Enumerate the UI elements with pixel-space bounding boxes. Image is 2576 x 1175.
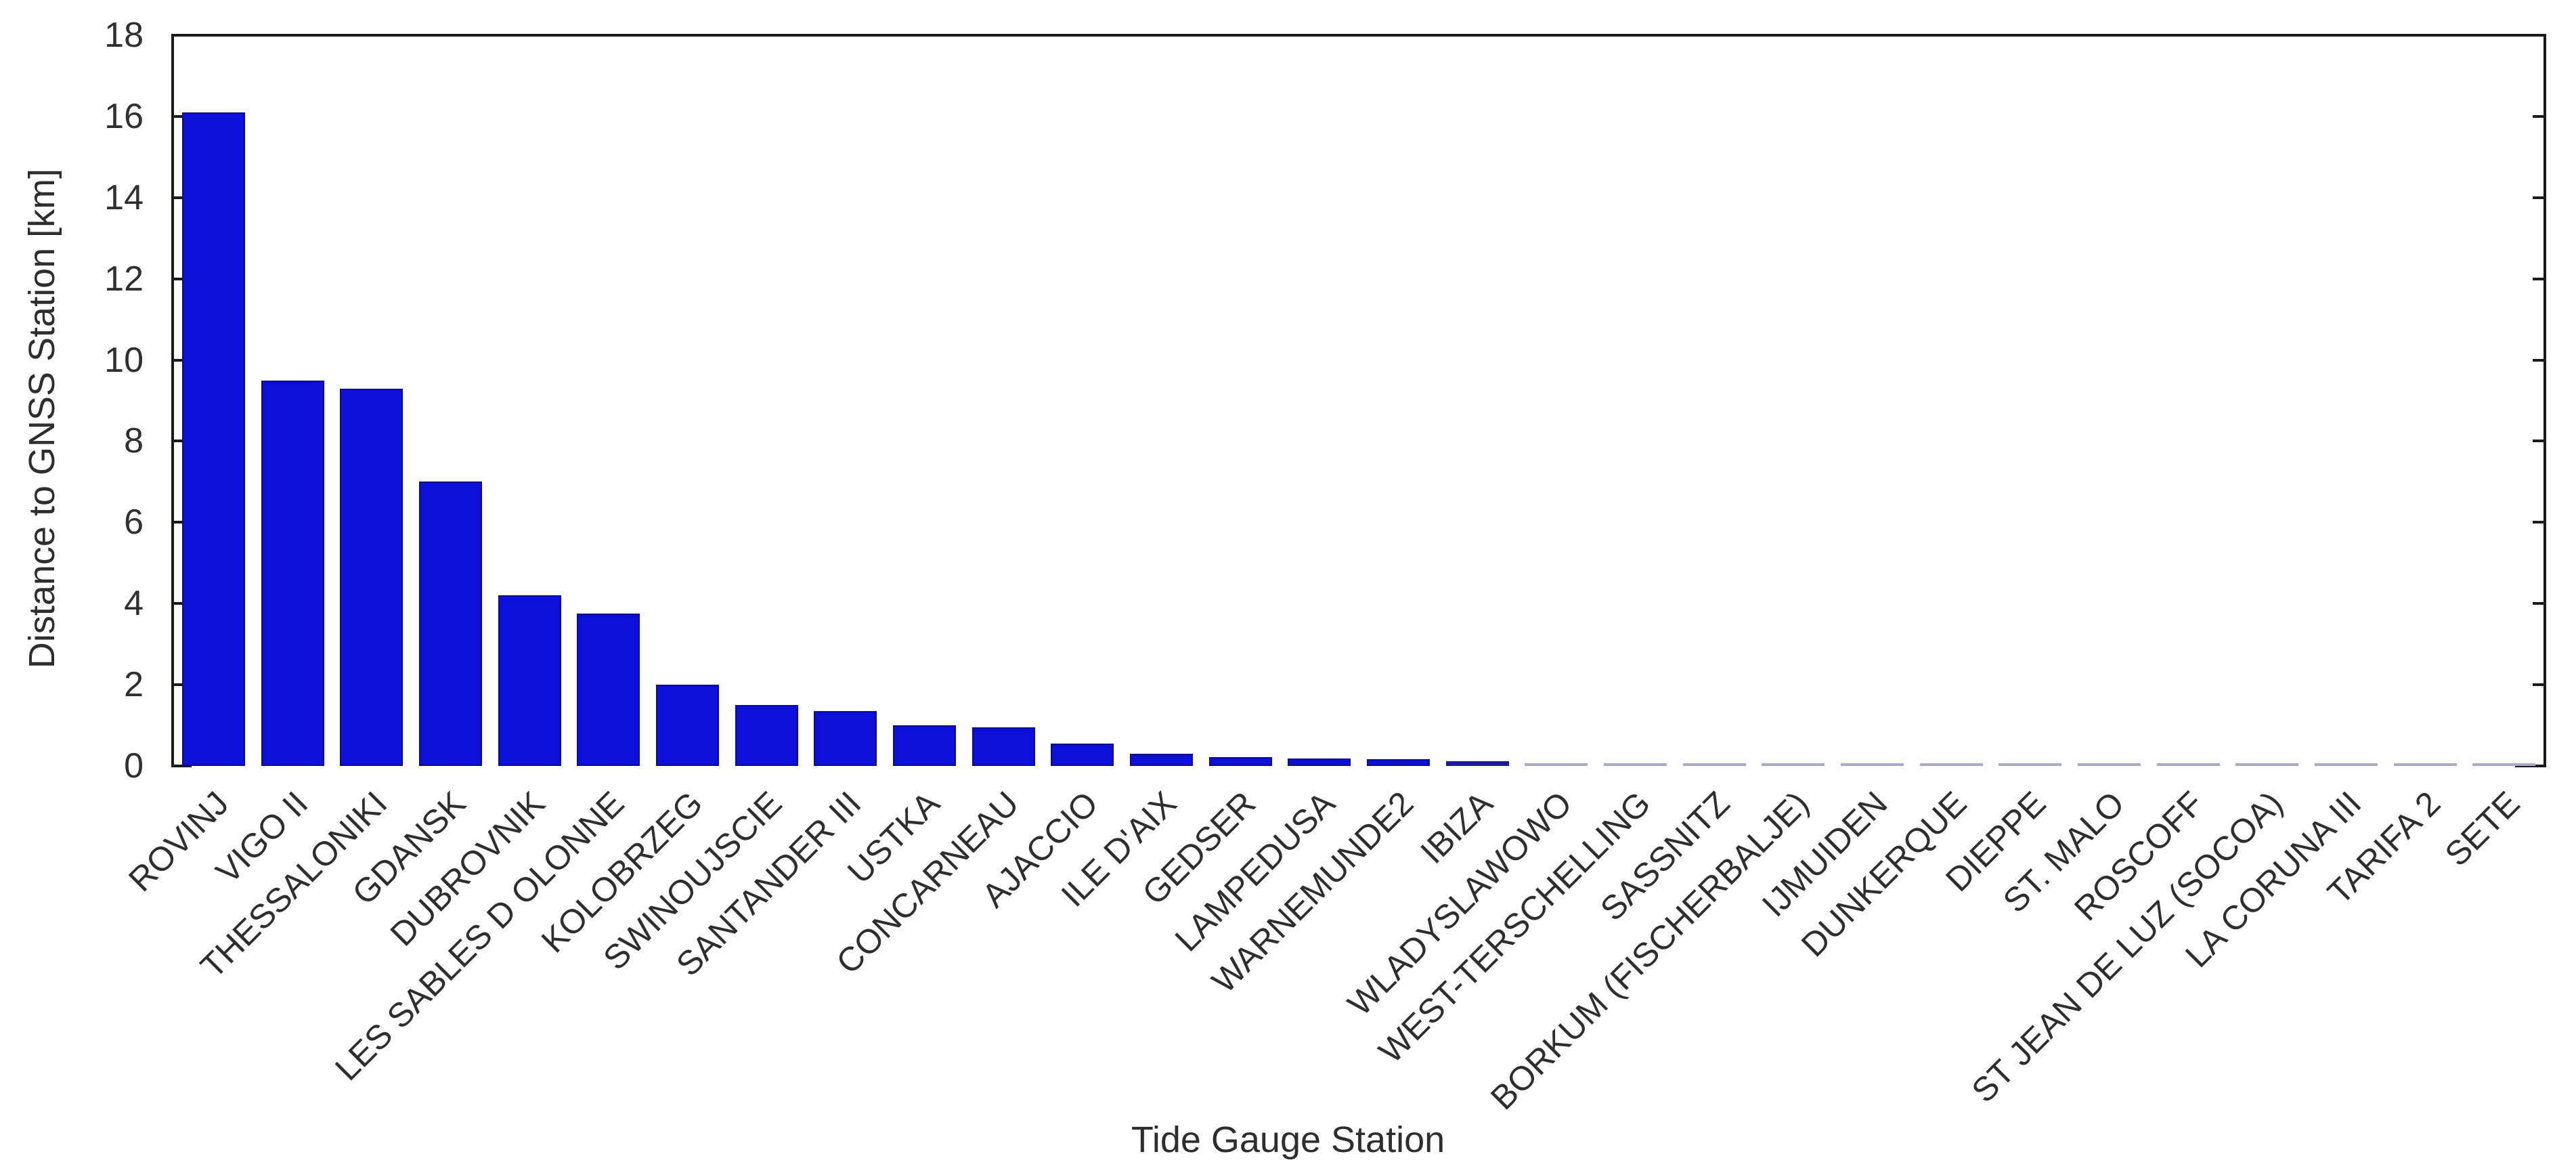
y-tick-mark-left-12 xyxy=(174,277,185,280)
y-tick-label-2: 2 xyxy=(124,665,144,705)
y-tick-label-0: 0 xyxy=(124,746,144,786)
y-tick-mark-left-10 xyxy=(174,358,185,362)
y-tick-mark-right-18 xyxy=(2533,34,2544,37)
bar-santander-iii xyxy=(814,711,877,766)
bar-st-malo xyxy=(2077,763,2141,766)
y-tick-mark-right-12 xyxy=(2533,277,2544,280)
bar-sete xyxy=(2472,763,2536,766)
bar-swinoujscie xyxy=(735,705,798,766)
y-tick-mark-right-14 xyxy=(2533,196,2544,199)
y-tick-mark-right-6 xyxy=(2533,521,2544,524)
y-tick-label-10: 10 xyxy=(104,340,144,380)
y-tick-mark-right-0 xyxy=(2533,765,2544,767)
bar-concarneau xyxy=(972,727,1035,766)
y-tick-label-12: 12 xyxy=(104,259,144,299)
bar-dunkerque xyxy=(1919,763,1983,766)
bar-sassnitz xyxy=(1682,763,1746,766)
bar-ijmuiden xyxy=(1840,763,1904,766)
y-tick-mark-left-6 xyxy=(174,521,185,524)
bar-borkum-fischerbalje xyxy=(1762,763,1825,766)
bar-thessaloniki xyxy=(340,388,403,766)
y-tick-mark-right-16 xyxy=(2533,114,2544,118)
x-axis-title: Tide Gauge Station xyxy=(1131,1119,1445,1160)
y-tick-mark-left-18 xyxy=(174,34,185,37)
bar-ajaccio xyxy=(1051,744,1114,766)
bar-ile-d-aix xyxy=(1129,754,1193,766)
bar-roscoff xyxy=(2156,763,2220,766)
bar-lampedusa xyxy=(1288,759,1351,766)
plot-frame xyxy=(171,34,2546,766)
y-tick-mark-right-2 xyxy=(2533,683,2544,687)
y-tick-mark-left-4 xyxy=(174,602,185,605)
y-tick-mark-left-14 xyxy=(174,196,185,199)
bar-les-sables-d-olonne xyxy=(577,614,640,766)
bar-dieppe xyxy=(1999,763,2062,766)
bar-ustka xyxy=(892,725,956,766)
y-axis-title: Distance to GNSS Station [km] xyxy=(22,168,62,669)
bar-tarifa-2 xyxy=(2393,763,2457,766)
y-tick-label-16: 16 xyxy=(104,96,144,136)
y-tick-mark-right-8 xyxy=(2533,440,2544,443)
y-tick-mark-right-4 xyxy=(2533,602,2544,605)
bar-gdansk xyxy=(418,482,482,766)
y-tick-label-4: 4 xyxy=(124,584,144,624)
bar-st-jean-de-luz-socoa xyxy=(2235,763,2299,766)
bottom-right-axis-stub xyxy=(2515,765,2546,767)
bar-west-terschelling xyxy=(1603,763,1667,766)
y-tick-mark-left-0 xyxy=(174,765,185,767)
y-tick-label-14: 14 xyxy=(104,177,144,217)
y-tick-mark-right-10 xyxy=(2533,358,2544,362)
bar-rovinj xyxy=(181,112,245,766)
bar-gedser xyxy=(1208,756,1272,766)
y-tick-mark-left-2 xyxy=(174,683,185,687)
bar-dubrovnik xyxy=(498,595,561,766)
y-tick-label-8: 8 xyxy=(124,421,144,461)
bar-vigo-ii xyxy=(261,380,324,766)
bar-kolobrzeg xyxy=(655,685,719,766)
y-tick-label-18: 18 xyxy=(104,16,144,55)
bar-wladyslawowo xyxy=(1525,763,1588,766)
bar-la-coruna-iii xyxy=(2314,763,2378,766)
bar-warnemunde2 xyxy=(1366,759,1430,766)
y-tick-mark-left-8 xyxy=(174,440,185,443)
bar-ibiza xyxy=(1445,761,1509,766)
y-tick-mark-left-16 xyxy=(174,114,185,118)
y-tick-label-6: 6 xyxy=(124,503,144,542)
